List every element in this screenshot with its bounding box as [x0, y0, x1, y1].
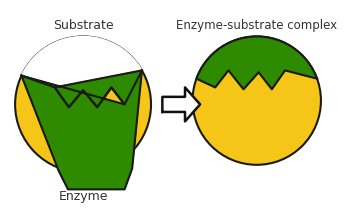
Circle shape [15, 36, 151, 172]
Polygon shape [21, 70, 142, 189]
Text: Enzyme-substrate complex: Enzyme-substrate complex [176, 20, 337, 32]
Circle shape [193, 36, 321, 165]
Text: Substrate: Substrate [53, 20, 113, 32]
Text: Active site: Active site [57, 117, 119, 130]
Polygon shape [196, 36, 317, 89]
Polygon shape [21, 36, 142, 107]
Text: Enzyme: Enzyme [58, 190, 108, 202]
Polygon shape [162, 87, 200, 121]
